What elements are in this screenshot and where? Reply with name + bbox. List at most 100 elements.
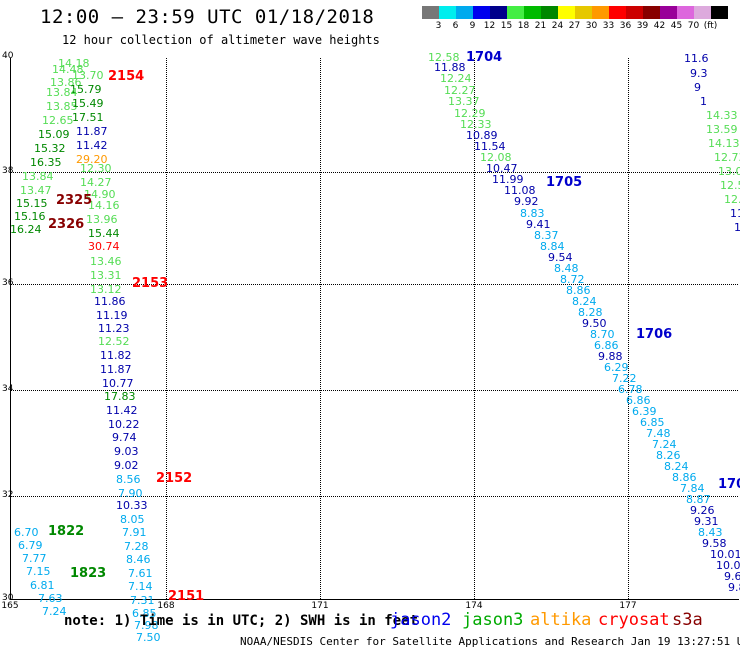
pass-time-label: 2154 [108,69,145,84]
wave-height-label: 8.84 [540,240,565,253]
wave-height-label: 7.31 [130,594,155,607]
wave-height-label: 9.58 [702,537,727,550]
wave-height-label: 12.29 [454,107,486,120]
color-swatch [541,6,558,19]
wave-height-label: 13.84 [22,170,54,183]
color-scale-label: 6 [452,21,459,31]
color-swatch [592,6,609,19]
color-scale-label: 36 [619,21,632,31]
color-scale-label: 30 [585,21,598,31]
wave-height-label: 13.31 [90,269,122,282]
grid-line-32 [10,496,738,497]
pass-time-label: 1823 [70,566,107,581]
wave-height-label: 9.02 [114,459,139,472]
color-swatch [473,6,490,19]
color-swatch [660,6,677,19]
wave-height-label: 7.22 [612,372,637,385]
color-swatch [456,6,473,19]
wave-height-label: 9 [694,81,701,94]
wave-height-label: 14.13 [708,137,740,150]
color-scale-label: 39 [636,21,649,31]
wave-height-label: 7.14 [128,580,153,593]
color-swatch [422,6,439,19]
wave-height-label: 15.09 [38,128,70,141]
wave-height-label: 11.23 [98,322,130,335]
wave-height-label: 13.96 [86,213,118,226]
wave-height-label: 11.86 [94,295,126,308]
wave-height-label: 11.31 [730,207,740,220]
wave-height-label: 9.03 [114,445,139,458]
color-swatch [626,6,643,19]
grid-line-174 [474,58,475,599]
wave-height-label: 10.01 [710,548,740,561]
wave-height-label: 29.20 [76,153,108,166]
satellite-legend-item: altika [530,610,592,630]
wave-height-label: 11.08 [504,184,536,197]
wave-height-label: 15.49 [72,97,104,110]
wave-height-label: 7.50 [136,631,161,644]
y-tick-label: 30 [2,593,14,603]
wave-height-label: 30.74 [88,240,120,253]
wave-height-label: 12.58 [428,51,460,64]
plot-frame [10,58,739,600]
wave-height-label: 8.24 [664,460,689,473]
wave-height-label: 13.59 [706,123,738,136]
wave-height-label: 8.48 [554,262,579,275]
map-subtitle: 12 hour collection of altimeter wave hei… [62,33,380,47]
wave-height-label: 6.81 [30,579,55,592]
color-swatch [643,6,660,19]
color-swatch [711,6,728,19]
wave-height-label: 11.1 [734,221,740,234]
wave-height-label: 8.05 [120,513,145,526]
wave-height-label: 7.63 [38,592,63,605]
wave-height-label: 11.42 [76,139,108,152]
wave-height-label: 1 [700,95,707,108]
wave-height-label: 11.6 [684,52,709,65]
wave-height-label: 12.52 [98,335,130,348]
satellite-legend-item: jason3 [462,610,524,630]
wave-height-label: 9.85 [728,581,740,594]
y-tick-label: 38 [2,166,14,176]
wave-height-label: 14.33 [706,109,738,122]
wave-height-label: 16.24 [10,223,42,236]
wave-height-label: 11.87 [76,125,108,138]
wave-height-label: 15.15 [16,197,48,210]
pass-time-label: 1822 [48,524,85,539]
grid-line-34 [10,390,738,391]
grid-line-36 [10,284,738,285]
satellite-legend-item: s3a [672,610,703,630]
wave-height-label: 9.92 [514,195,539,208]
wave-height-label: 11.99 [492,173,524,186]
pass-time-label: 2151 [168,589,205,604]
pass-time-label: 2153 [132,276,169,291]
wave-height-label: 13.47 [20,184,52,197]
map-title: 12:00 – 23:59 UTC 01/18/2018 [40,6,375,28]
wave-height-label: 10.47 [486,162,518,175]
wave-height-label: 8.26 [656,449,681,462]
wave-height-label: 13.12 [90,283,122,296]
wave-height-label: 8.87 [686,493,711,506]
x-tick-label: 165 [1,601,19,611]
color-swatch [575,6,592,19]
wave-height-label: 11.54 [474,140,506,153]
color-swatch [677,6,694,19]
wave-height-label: 7.98 [134,619,159,632]
wave-height-label: 12.65 [42,114,74,127]
wave-height-label: 7.77 [22,552,47,565]
wave-height-label: 10.22 [108,418,140,431]
wave-height-label: 12.33 [724,193,740,206]
credit-line: NOAA/NESDIS Center for Satellite Applica… [240,635,740,648]
pass-time-label: 1704 [466,50,503,65]
wave-height-label: 7.15 [26,565,51,578]
wave-height-label: 11.88 [434,61,466,74]
color-scale-label: 33 [602,21,615,31]
color-scale-label: 18 [517,21,530,31]
wave-height-label: 9.26 [690,504,715,517]
color-swatch [439,6,456,19]
wave-height-label: 13.84 [46,86,78,99]
wave-height-label: 6.85 [640,416,665,429]
wave-height-label: 12.24 [440,72,472,85]
wave-height-label: 6.86 [594,339,619,352]
color-scale-label: 42 [653,21,666,31]
